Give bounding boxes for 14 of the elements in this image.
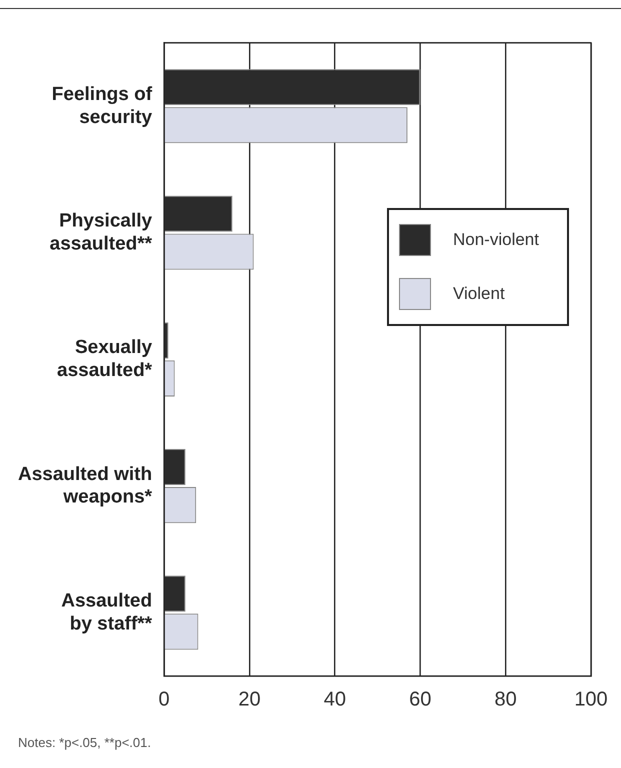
text: Notes: *p<.05, **p<.01.: [18, 735, 151, 750]
x-tick-label: 20: [238, 688, 261, 711]
y-tick-label: Assaulted by staff**: [61, 590, 153, 634]
x-tick-label: 40: [324, 688, 346, 711]
legend-label: Violent: [453, 284, 505, 304]
x-tick-label: 60: [409, 688, 432, 711]
legend-label: Non-violent: [453, 230, 539, 250]
x-tick-label: 0: [158, 688, 170, 711]
y-tick-label: Sexually assaulted*: [57, 337, 153, 382]
x-tick-label: 80: [494, 688, 517, 711]
y-tick-label: Assaulted with weapons*: [18, 464, 153, 508]
x-tick-label: 100: [574, 688, 608, 711]
y-tick-label: Physically assaulted**: [50, 210, 153, 254]
y-tick-label: Feelings of security: [52, 84, 153, 128]
